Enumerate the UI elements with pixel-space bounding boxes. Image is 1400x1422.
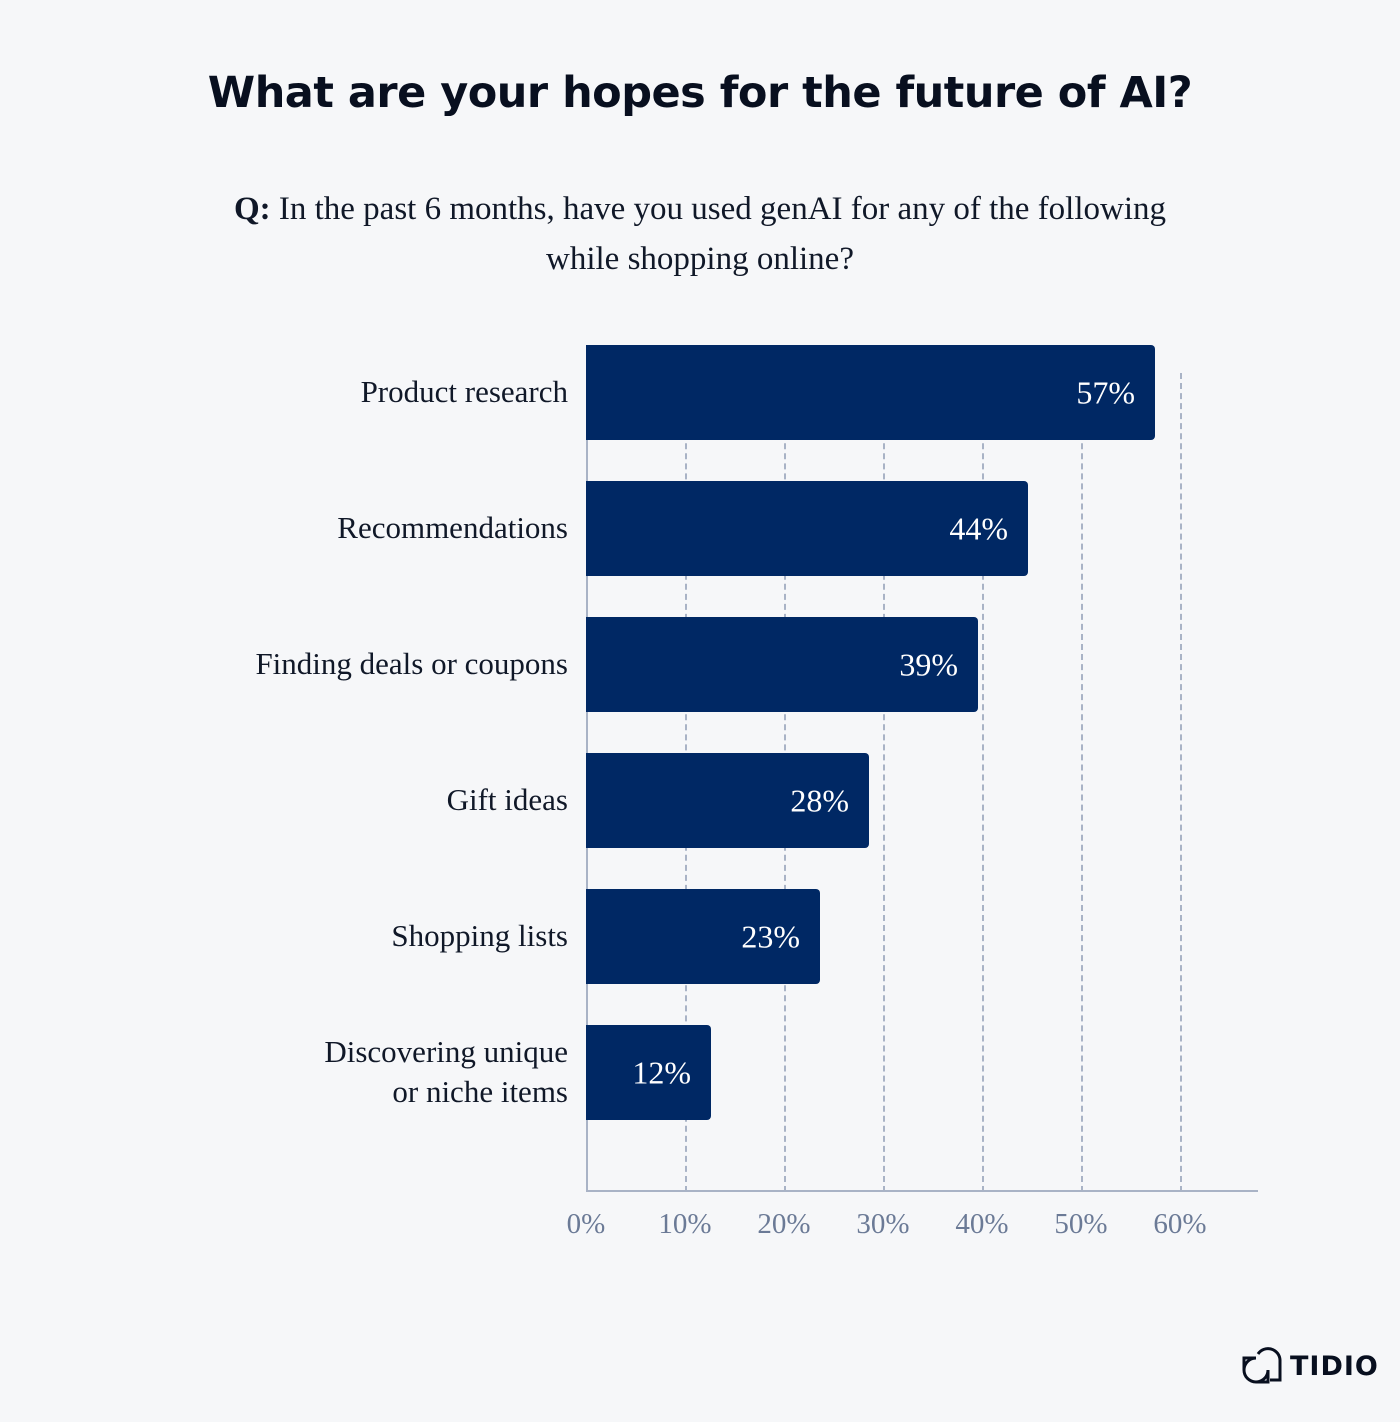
chart-question: Q: In the past 6 months, have you used g… <box>200 184 1200 284</box>
gridline <box>982 373 984 1192</box>
bar-value-label: 28% <box>790 782 849 818</box>
tidio-logo-icon <box>1242 1347 1282 1384</box>
bar-value-label: 44% <box>949 510 1008 546</box>
bar: 44% <box>586 481 1028 576</box>
bar-value-label: 57% <box>1076 374 1135 410</box>
x-tick-label: 0% <box>566 1208 606 1240</box>
brand-logo: TIDIO <box>1242 1346 1379 1386</box>
category-label: Shopping lists <box>391 918 568 953</box>
plot-area: 57% 44% 39% 28% 23% 12% <box>586 345 1258 1192</box>
category-label: Discovering unique or niche items <box>324 1034 568 1109</box>
question-prefix: Q: <box>233 191 271 227</box>
bar: 39% <box>586 617 978 712</box>
gridline <box>1180 373 1182 1192</box>
bar: 28% <box>586 753 869 848</box>
bar-value-label: 39% <box>899 646 958 682</box>
bar: 57% <box>586 345 1155 440</box>
gridline <box>883 373 885 1192</box>
brand-name: TIDIO <box>1290 1350 1379 1382</box>
x-tick-label: 30% <box>856 1208 910 1240</box>
chart-title: What are your hopes for the future of AI… <box>207 68 1193 118</box>
category-label: Finding deals or coupons <box>255 646 568 681</box>
category-label: Product research <box>360 374 568 409</box>
bar: 23% <box>586 889 820 984</box>
x-tick-label: 20% <box>757 1208 811 1240</box>
x-tick-label: 40% <box>955 1208 1009 1240</box>
category-label: Gift ideas <box>446 782 568 817</box>
bar: 12% <box>586 1025 711 1120</box>
gridline <box>1081 373 1083 1192</box>
x-tick-label: 10% <box>658 1208 712 1240</box>
x-tick-label: 60% <box>1153 1208 1207 1240</box>
x-tick-label: 50% <box>1054 1208 1108 1240</box>
bar-value-label: 12% <box>632 1054 691 1090</box>
question-text: In the past 6 months, have you used genA… <box>270 191 1167 277</box>
bar-value-label: 23% <box>741 918 800 954</box>
x-axis <box>586 1190 1258 1192</box>
category-label: Recommendations <box>337 510 568 545</box>
